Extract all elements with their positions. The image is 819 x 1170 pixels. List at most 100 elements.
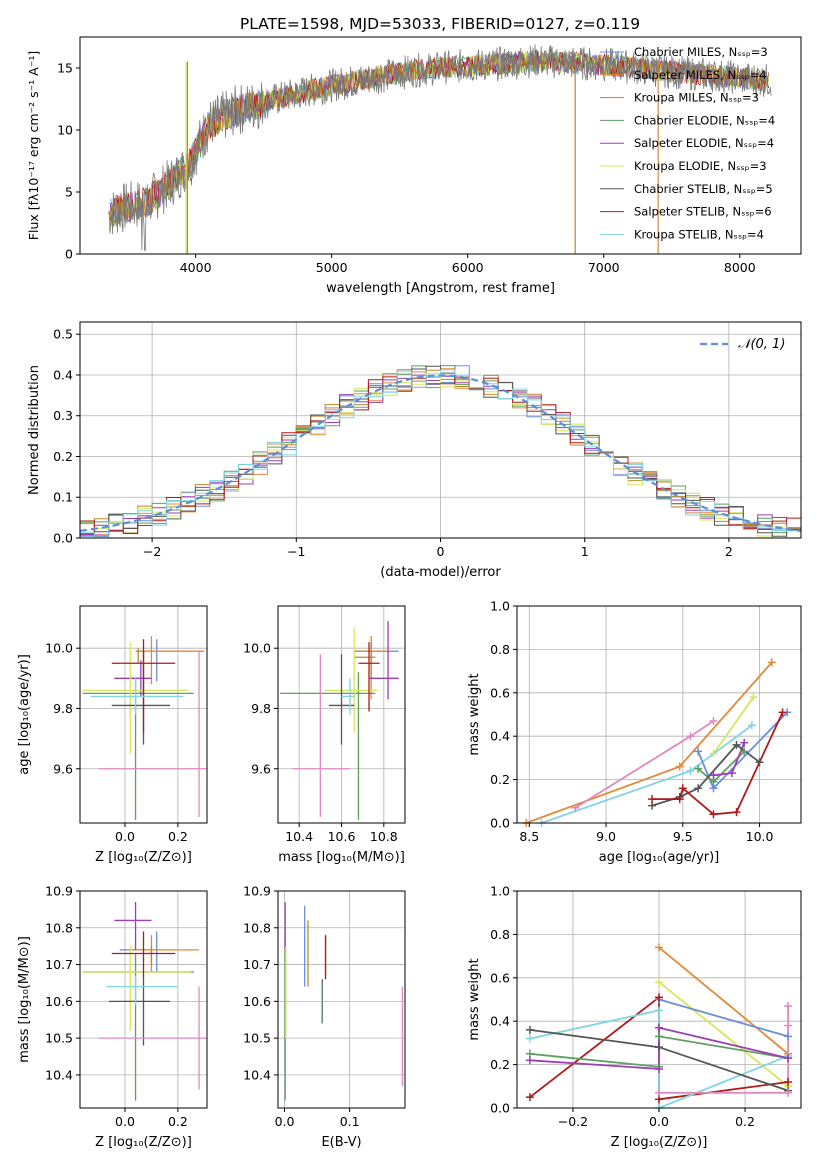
plot-area xyxy=(82,636,207,820)
y-tick-label: 10.7 xyxy=(45,957,73,972)
x-axis-label: age [log₁₀(age/yr)] xyxy=(599,850,720,865)
y-tick-label: 0.3 xyxy=(53,408,73,423)
legend-entry: Kroupa STELIB, Nₛₛₚ=4 xyxy=(634,227,764,241)
x-axis-label: mass [log₁₀(M/M⊙)] xyxy=(278,850,405,865)
y-tick-label: 10.5 xyxy=(243,1031,271,1046)
y-tick-label: 0.8 xyxy=(490,642,510,657)
y-tick-label: 1.0 xyxy=(490,884,510,899)
y-tick-label: 0.4 xyxy=(490,1014,510,1029)
y-tick-label: 0.0 xyxy=(490,1101,510,1116)
y-tick-label: 10.0 xyxy=(243,641,271,656)
x-tick-label: −0.2 xyxy=(558,1114,588,1129)
legend-entry: Chabrier MILES, Nₛₛₚ=3 xyxy=(634,45,768,59)
x-tick-label: 10.8 xyxy=(370,829,398,844)
legend-entry: Chabrier ELODIE, Nₛₛₚ=4 xyxy=(634,113,775,127)
legend-entry: Salpeter STELIB, Nₛₛₚ=6 xyxy=(634,205,772,219)
observed-spectrum xyxy=(108,44,772,251)
y-tick-label: 0.2 xyxy=(490,1057,510,1072)
y-axis-label: Normed distribution xyxy=(27,365,42,495)
x-tick-label: 0.0 xyxy=(649,1114,669,1129)
x-tick-label: −2 xyxy=(143,544,161,559)
weight-line-kroupa_elodie xyxy=(712,696,755,755)
y-tick-label: 10.8 xyxy=(45,920,73,935)
x-tick-label: 0 xyxy=(437,544,445,559)
x-tick-label: 1 xyxy=(581,544,589,559)
y-tick-label: 10.0 xyxy=(45,641,73,656)
residual-histogram-salpeter_stelib xyxy=(80,376,801,536)
x-tick-label: 7000 xyxy=(588,260,620,275)
x-tick-label: −1 xyxy=(287,544,305,559)
gaussian-curve xyxy=(80,374,801,532)
x-tick-label: 0.0 xyxy=(115,829,135,844)
y-tick-label: 0.4 xyxy=(490,729,510,744)
x-tick-label: 0.1 xyxy=(340,1114,360,1129)
y-tick-label: 10.9 xyxy=(45,884,73,899)
y-axis-label: mass weight xyxy=(467,673,482,755)
residual-histogram-kroupa_elodie xyxy=(80,372,801,538)
legend-entry: Salpeter ELODIE, Nₛₛₚ=4 xyxy=(634,136,774,150)
weight-line-kroupa_elodie xyxy=(658,981,789,1088)
y-tick-label: 0.6 xyxy=(490,970,510,985)
x-tick-label: 8.5 xyxy=(519,829,539,844)
axes-frame xyxy=(277,890,406,1109)
x-tick-label: 0.2 xyxy=(168,829,188,844)
plot-area xyxy=(284,902,404,1101)
x-axis-label: Z [log₁₀(Z/Z⊙)] xyxy=(95,1135,192,1150)
x-axis-label: Z [log₁₀(Z/Z⊙)] xyxy=(95,850,192,865)
residual-histogram-kroupa_stelib xyxy=(80,369,801,538)
y-tick-label: 0.2 xyxy=(490,772,510,787)
x-tick-label: 0.2 xyxy=(168,1114,188,1129)
y-tick-label: 0.5 xyxy=(53,327,73,342)
y-tick-label: 10.4 xyxy=(243,1067,271,1082)
weight-line-chabrier_miles xyxy=(658,998,789,1038)
y-tick-label: 10.9 xyxy=(243,884,271,899)
y-tick-label: 15 xyxy=(57,61,73,76)
plot-area xyxy=(280,621,399,820)
y-tick-label: 10.7 xyxy=(243,957,271,972)
x-axis-label: (data-model)/error xyxy=(380,565,501,580)
axes-frame xyxy=(79,890,208,1109)
y-tick-label: 0.1 xyxy=(53,490,73,505)
plot-area xyxy=(80,365,801,538)
figure-title: PLATE=1598, MJD=53033, FIBERID=0127, z=0… xyxy=(240,15,640,33)
legend-entry: Kroupa MILES, Nₛₛₚ=3 xyxy=(634,91,759,105)
weight-line-salpeter_miles xyxy=(658,946,789,1055)
y-axis-label: Flux [fλ10⁻¹⁷ erg cm⁻² s⁻¹ A⁻¹] xyxy=(26,51,41,240)
y-tick-label: 10.8 xyxy=(243,920,271,935)
y-axis-label: age [log₁₀(age/yr)] xyxy=(17,654,32,775)
x-tick-label: 2 xyxy=(725,544,733,559)
y-tick-label: 9.6 xyxy=(53,761,73,776)
x-tick-label: 8000 xyxy=(724,260,756,275)
x-axis-label: E(B-V) xyxy=(321,1135,361,1150)
y-tick-label: 9.6 xyxy=(251,761,271,776)
axes-frame xyxy=(79,36,802,255)
x-tick-label: 4000 xyxy=(180,260,212,275)
y-tick-label: 0.2 xyxy=(53,449,73,464)
y-axis-label: mass weight xyxy=(467,958,482,1040)
y-tick-label: 0.0 xyxy=(53,531,73,546)
y-tick-label: 5 xyxy=(65,185,73,200)
y-tick-label: 10 xyxy=(57,123,73,138)
x-tick-label: 6000 xyxy=(452,260,484,275)
x-tick-label: 0.0 xyxy=(275,1114,295,1129)
legend-entry: Salpeter MILES, Nₛₛₚ=4 xyxy=(634,68,767,82)
weight-line-pink xyxy=(574,720,714,809)
plot-area xyxy=(82,902,207,1101)
spectrum-legend: Chabrier MILES, Nₛₛₚ=3 Salpeter MILES, N… xyxy=(634,45,775,241)
x-tick-label: 5000 xyxy=(316,260,348,275)
y-tick-label: 0.6 xyxy=(490,685,510,700)
y-tick-label: 1.0 xyxy=(490,599,510,614)
y-axis-label: mass [log₁₀(M/M⊙)] xyxy=(17,936,32,1063)
x-tick-label: 9.5 xyxy=(673,829,693,844)
gaussian-legend-entry: 𝒩(0, 1) xyxy=(738,337,785,352)
weight-line-pink xyxy=(659,1006,789,1094)
x-axis-label: wavelength [Angstrom, rest frame] xyxy=(326,281,555,296)
model-spectrum-kroupa_miles xyxy=(109,50,769,227)
weight-line-salpeter_stelib xyxy=(652,711,784,816)
x-tick-label: 9.0 xyxy=(596,829,616,844)
y-tick-label: 10.5 xyxy=(45,1031,73,1046)
plot-area xyxy=(108,44,772,254)
y-tick-label: 9.8 xyxy=(251,701,271,716)
y-tick-label: 10.6 xyxy=(243,994,271,1009)
